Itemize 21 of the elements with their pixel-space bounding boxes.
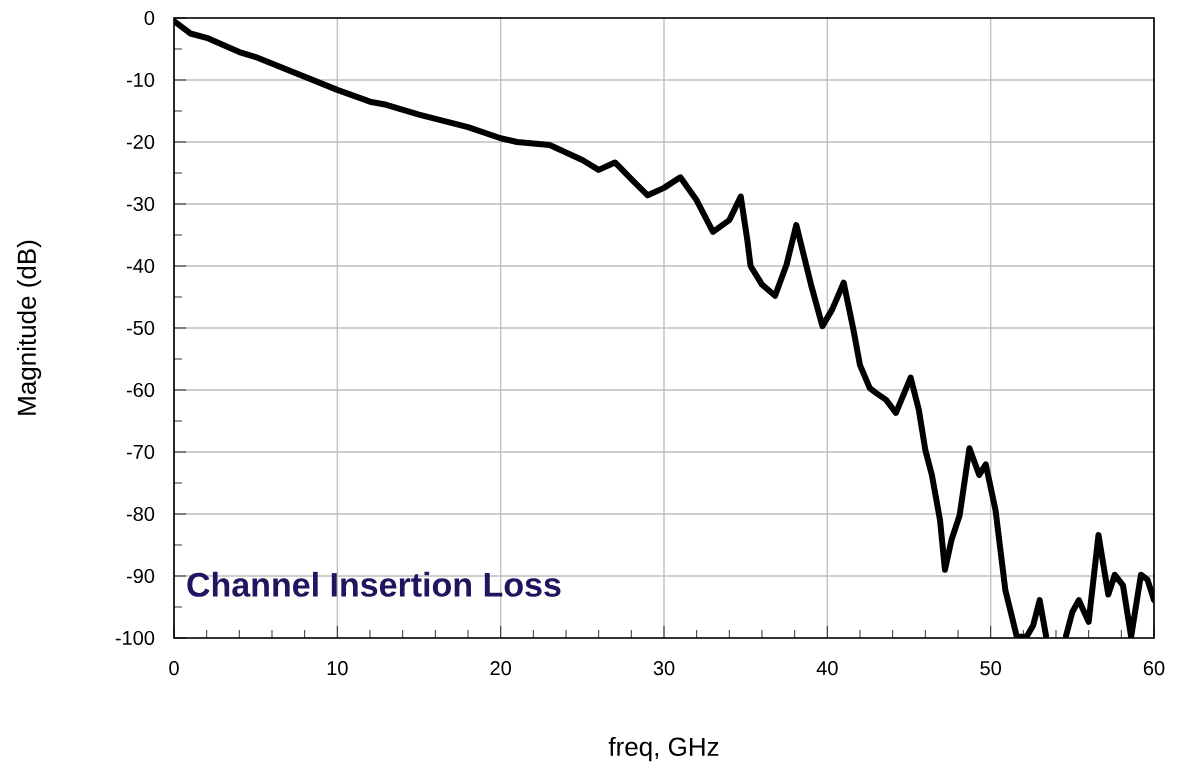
y-tick-label: -20 (126, 134, 155, 150)
x-tick-label: 30 (653, 661, 675, 676)
x-tick-label: 20 (490, 661, 512, 676)
x-tick-label: 40 (816, 661, 838, 676)
y-tick-label: -30 (126, 196, 155, 212)
y-tick-label: -90 (126, 568, 155, 584)
y-tick-label: -40 (126, 258, 155, 274)
y-axis-title: Magnitude (dB) (16, 240, 42, 415)
y-tick-label: -80 (126, 506, 155, 522)
y-tick-label: -70 (126, 444, 155, 460)
x-axis-title: freq, GHz (608, 736, 719, 762)
x-tick-label: 0 (169, 661, 179, 676)
y-tick-label: -10 (126, 72, 155, 88)
x-tick-label: 60 (1143, 661, 1165, 676)
annotation: Channel Insertion Loss (187, 571, 561, 597)
x-tick-label: 50 (980, 661, 1002, 676)
y-tick-label: -60 (126, 382, 155, 398)
y-tick-label: -50 (126, 320, 155, 336)
y-tick-label: -100 (115, 630, 155, 646)
x-tick-label: 10 (327, 661, 348, 676)
y-tick-label: 0 (144, 10, 155, 26)
